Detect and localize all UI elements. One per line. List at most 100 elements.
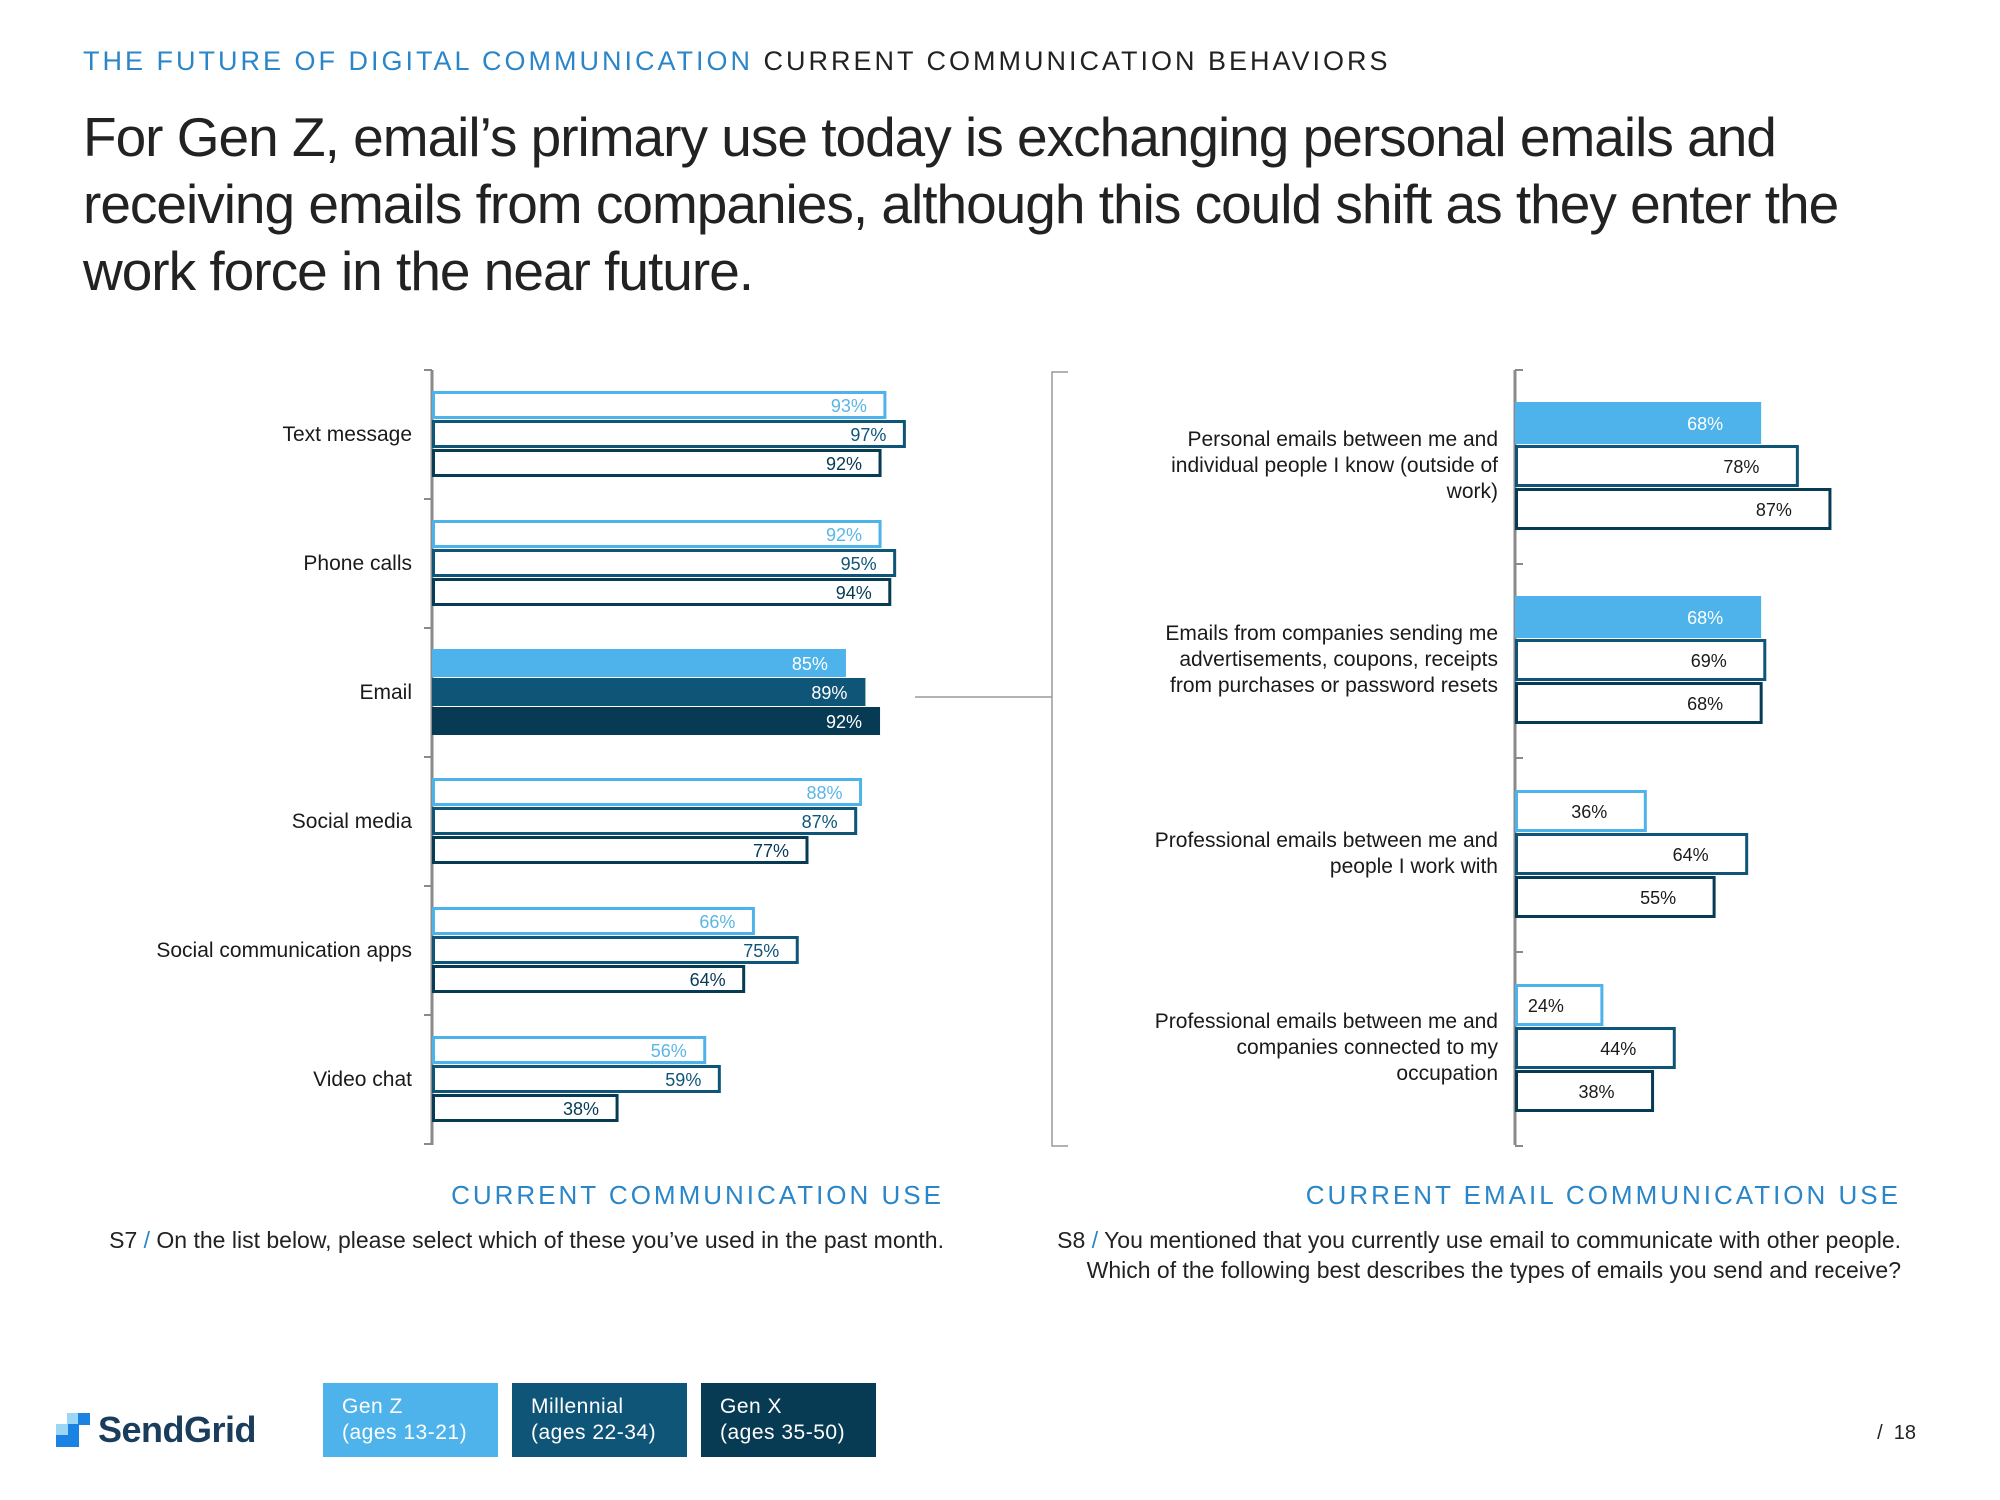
left-bar-value-label: 85% — [792, 654, 828, 674]
right-category-label: people I work with — [1330, 855, 1498, 878]
right-bar-value-label: 64% — [1673, 845, 1709, 865]
left-bar-value-label: 93% — [831, 396, 867, 416]
right-category-label: companies connected to my — [1237, 1036, 1499, 1059]
charts-canvas: Text message 93% 97% 92% Phone calls 92% 95% 94… — [156, 369, 1832, 1147]
left-bar — [432, 807, 858, 835]
left-bar — [432, 449, 882, 477]
question-text: You mentioned that you currently use ema… — [1086, 1227, 1901, 1283]
left-bar-value-label: 59% — [665, 1070, 701, 1090]
legend-gen-z: Gen Z (ages 13-21) — [323, 1383, 498, 1457]
right-bar — [1515, 639, 1767, 681]
connector-bracket — [1051, 371, 1068, 1147]
right-chart-title: CURRENT EMAIL COMMUNICATION USE — [1305, 1180, 1901, 1210]
legend-label: Millennial — [531, 1395, 624, 1418]
question-code: S8 — [1057, 1227, 1086, 1253]
right-bar — [1515, 445, 1799, 487]
left-bar — [432, 907, 755, 935]
right-bar — [1515, 1070, 1655, 1112]
left-category-label: Video chat — [313, 1068, 412, 1091]
left-bar-value-label: 77% — [753, 841, 789, 861]
legend-sublabel: (ages 13-21) — [342, 1421, 468, 1444]
left-bar-value-label: 92% — [826, 525, 862, 545]
right-category-label: Professional emails between me and — [1155, 1010, 1498, 1033]
left-category-label: Social media — [292, 810, 413, 833]
left-bar — [432, 420, 906, 448]
page-number-value: 18 — [1893, 1422, 1916, 1444]
left-bar — [432, 965, 746, 993]
sendgrid-logo: SendGrid — [56, 1405, 257, 1455]
right-bar — [1515, 876, 1716, 918]
sendgrid-logo-icon — [56, 1413, 90, 1447]
left-bar — [432, 520, 882, 548]
right-bar-value-label: 69% — [1691, 651, 1727, 671]
right-category-label: Emails from companies sending me — [1165, 622, 1498, 645]
left-bar — [432, 649, 846, 677]
right-bar — [1515, 790, 1647, 832]
left-bar — [432, 1094, 619, 1122]
right-category-label: Personal emails between me and — [1187, 428, 1498, 451]
kicker-topic: THE FUTURE OF DIGITAL COMMUNICATION — [83, 46, 753, 76]
right-category-label: from purchases or password resets — [1170, 674, 1498, 697]
left-bar-value-label: 75% — [743, 941, 779, 961]
left-bar-value-label: 95% — [841, 554, 877, 574]
right-chart-question: S8 / You mentioned that you currently us… — [1057, 1227, 1901, 1283]
legend-sublabel: (ages 35-50) — [720, 1421, 846, 1444]
right-bar-value-label: 68% — [1687, 694, 1723, 714]
right-bar-value-label: 24% — [1528, 996, 1564, 1016]
right-bar-value-label: 68% — [1687, 414, 1723, 434]
title-line: receiving emails from companies, althoug… — [83, 173, 1839, 235]
left-chart-question: S7 / On the list below, please select wh… — [109, 1227, 944, 1253]
right-bar — [1515, 488, 1832, 530]
right-bar-value-label: 78% — [1723, 457, 1759, 477]
left-bar-value-label: 64% — [690, 970, 726, 990]
left-bar-value-label: 56% — [651, 1041, 687, 1061]
right-bar-value-label: 38% — [1579, 1082, 1615, 1102]
left-bar-value-label: 66% — [699, 912, 735, 932]
right-bar — [1515, 402, 1762, 444]
title-line: work force in the near future. — [83, 240, 754, 302]
right-category-label: work) — [1446, 480, 1498, 503]
left-bar-value-label: 88% — [807, 783, 843, 803]
brand-name: SendGrid — [98, 1409, 257, 1450]
right-bar — [1515, 682, 1763, 724]
left-category-label: Phone calls — [303, 552, 412, 575]
left-bar — [432, 391, 887, 419]
right-category-label: occupation — [1396, 1062, 1498, 1085]
legend-label: Gen X — [720, 1395, 783, 1418]
right-bar-value-label: 68% — [1687, 608, 1723, 628]
right-bar-value-label: 87% — [1756, 500, 1792, 520]
page-title: For Gen Z, email’s primary use today is … — [83, 104, 1883, 305]
left-bar — [432, 936, 799, 964]
left-category-label: Email — [359, 681, 412, 704]
left-bar — [432, 836, 809, 864]
kicker-section: CURRENT COMMUNICATION BEHAVIORS — [763, 46, 1391, 76]
left-bar-value-label: 38% — [563, 1099, 599, 1119]
left-bar-value-label: 97% — [850, 425, 886, 445]
right-bar-value-label: 44% — [1600, 1039, 1636, 1059]
left-chart-caption: CURRENT COMMUNICATION USE S7 / On the li… — [84, 1180, 944, 1255]
left-bar — [432, 1065, 721, 1093]
left-bar-value-label: 94% — [836, 583, 872, 603]
page-number: / 18 — [1877, 1422, 1916, 1444]
right-bar — [1515, 596, 1762, 638]
left-bar — [432, 678, 866, 706]
left-category-label: Social communication apps — [156, 939, 412, 962]
left-bar-value-label: 87% — [802, 812, 838, 832]
right-bar-value-label: 55% — [1640, 888, 1676, 908]
legend-sublabel: (ages 22-34) — [531, 1421, 657, 1444]
left-chart-title: CURRENT COMMUNICATION USE — [451, 1180, 944, 1210]
left-bar — [432, 549, 897, 577]
left-bar-value-label: 92% — [826, 712, 862, 732]
right-bar-value-label: 36% — [1571, 802, 1607, 822]
right-bar — [1515, 984, 1604, 1026]
right-bar — [1515, 833, 1749, 875]
left-bar — [432, 778, 863, 806]
right-chart-caption: CURRENT EMAIL COMMUNICATION USE S8 / You… — [1031, 1180, 1901, 1285]
legend-label: Gen Z — [342, 1395, 403, 1418]
section-kicker: THE FUTURE OF DIGITAL COMMUNICATION CURR… — [83, 46, 1391, 77]
question-text: On the list below, please select which o… — [156, 1227, 944, 1253]
left-category-label: Text message — [282, 423, 412, 446]
legend-gen-x: Gen X (ages 35-50) — [701, 1383, 876, 1457]
right-category-label: advertisements, coupons, receipts — [1179, 648, 1498, 671]
left-bar — [432, 1036, 707, 1064]
